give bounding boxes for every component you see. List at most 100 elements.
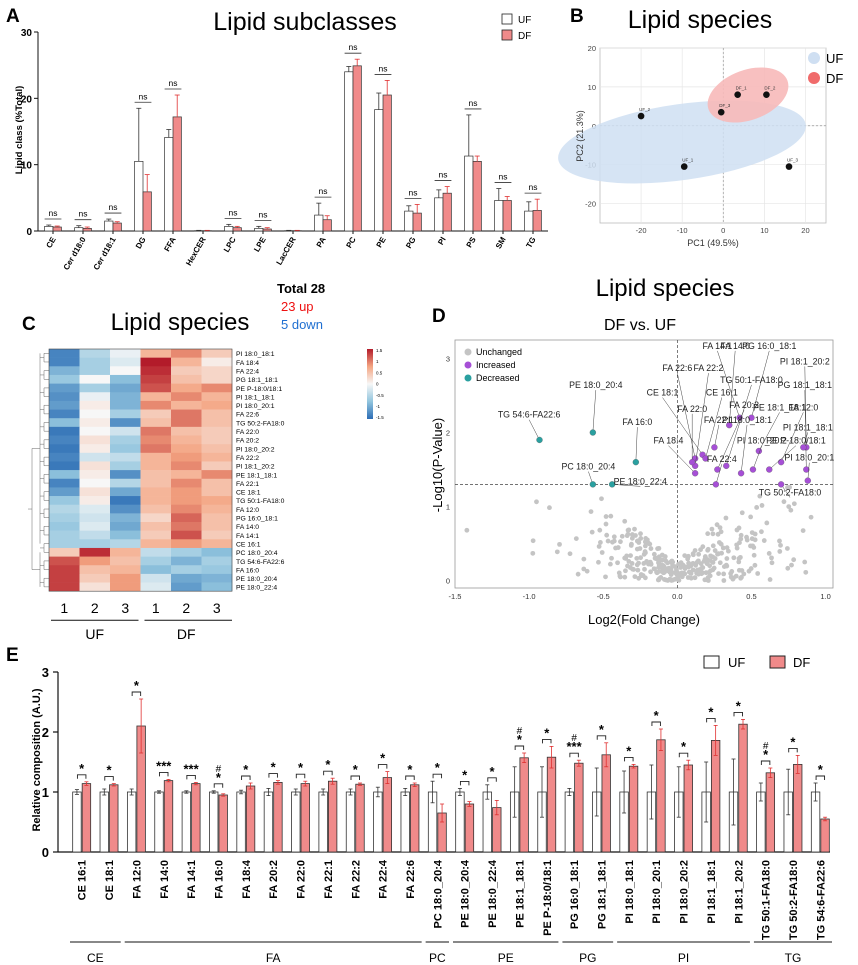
volcano-y-tick: 3 [446,355,450,364]
heatmap-cell [201,357,233,367]
heatmap-cell [140,573,172,583]
unchanged-point [581,566,587,572]
unchanged-point [644,559,650,564]
a-bar-df [352,65,362,232]
unchanged-point [738,532,744,538]
unchanged-point [608,513,614,519]
unchanged-point [618,574,623,580]
unchanged-point [638,531,643,537]
e-sig-hash: # [763,741,769,752]
e-sig-stars: * [790,734,796,749]
panel-c: C Lipid species Total 28 23 up 5 down PI… [22,281,384,642]
e-bar-uf [99,791,109,853]
unchanged-point [669,558,675,564]
heatmap-row-label: FA 22:2 [236,455,259,462]
heatmap-cell [201,392,233,402]
a-category-label: PC [344,235,357,249]
panel-e-ylabel: Relative composition (A.U.) [31,688,43,831]
e-bar-df [710,740,721,853]
unchanged-point [636,575,642,581]
unchanged-point [702,577,708,583]
e-bar-uf [482,791,492,853]
heatmap-cell [110,444,141,454]
heatmap-cell [49,513,80,523]
heatmap-cell [201,435,233,445]
down-count: 5 down [281,317,323,332]
a-sig-label: ns [349,42,358,52]
e-group-label: TG [785,951,802,965]
pca-point-label: UF_3 [787,158,799,163]
increased-label: PI 18:1_18:1 [783,422,833,432]
e-group-label: FA [266,951,281,965]
decreased-label: PC 18:0_20:4 [562,462,616,472]
unchanged-point [778,542,783,548]
heatmap-cell [171,461,202,471]
increased-label: FA 22:1 [704,415,734,425]
unchanged-point [596,559,601,565]
e-bar-uf [126,791,137,853]
unchanged-point [759,529,764,535]
increased-label: FA 22:4 [707,454,737,464]
pca-point-label: DF_2 [764,86,776,91]
heatmap-cell [140,539,172,549]
e-sig-stars: * [490,764,496,779]
heatmap-cell [171,349,202,358]
e-category-label: PI 18:0_20:2 [679,860,691,924]
unchanged-point [739,574,744,580]
unchanged-point [694,560,700,565]
a-sig-label: ns [499,172,508,182]
e-sig-bracket [213,783,224,788]
heatmap-cell [79,400,111,410]
unchanged-point [708,553,714,559]
e-bar-df [273,782,283,853]
heatmap-cell [201,400,233,410]
volcano-x-tick: 0.5 [746,592,756,601]
e-sig-hash: # [517,726,523,737]
a-bar-uf [404,210,414,232]
e-group-label: PC [429,951,446,965]
unchanged-point [744,534,749,540]
e-category-label: FA 14:0 [159,860,171,899]
a-category-label: LPC [222,235,238,254]
unchanged-point [597,527,603,533]
decreased-point [632,458,639,466]
heatmap-cell [201,565,233,575]
unchanged-point [581,556,587,562]
e-y-tick-label: 0 [42,845,49,860]
panel-e-group-labels: CE FA PC PE PG PI TG [70,941,832,965]
heatmap-cell [140,444,172,454]
volcano-y-tick: 1 [446,503,450,512]
e-category-label: PI 18:1_20:2 [733,860,745,924]
e-category-label: PC 18:0_20:4 [432,859,444,928]
increased-point [766,466,773,473]
increased-point [804,477,811,484]
heatmap-cell [79,547,111,557]
heatmap-cell [171,487,202,497]
unchanged-point [724,545,730,551]
unchanged-point [787,484,792,490]
heatmap-cell [79,496,111,505]
heatmap-column-label: 2 [91,600,99,616]
a-sig-label: ns [229,207,238,217]
heatmap-row-labels: PI 18:0_18:1 FA 18:4FA 22:4 PG 18:1_18:1 PE… [236,351,285,592]
unchanged-point [632,526,637,532]
e-y-tick-label: 2 [42,725,49,740]
heatmap-cell [49,392,80,402]
heatmap-row-label: FA 14:1 [236,533,259,540]
heatmap-row-label: CE 16:1 [236,541,261,548]
increased-label: TG 50:1-FA18:0 [720,375,783,385]
panel-c-letter: C [22,314,36,335]
unchanged-point [652,566,658,572]
unchanged-point [761,538,767,543]
pca-y-tick: 20 [588,44,596,53]
a-sig-label: ns [169,78,178,88]
unchanged-point [604,532,610,538]
e-sig-bracket [760,760,771,765]
e-sig-stars: *** [567,739,583,754]
e-sig-bracket [295,773,306,779]
heatmap-row-label: FA 22:6 [236,412,259,419]
unchanged-point [629,535,635,541]
e-sig-bracket [624,756,634,762]
unchanged-point [759,503,765,508]
unchanged-point [752,531,758,537]
